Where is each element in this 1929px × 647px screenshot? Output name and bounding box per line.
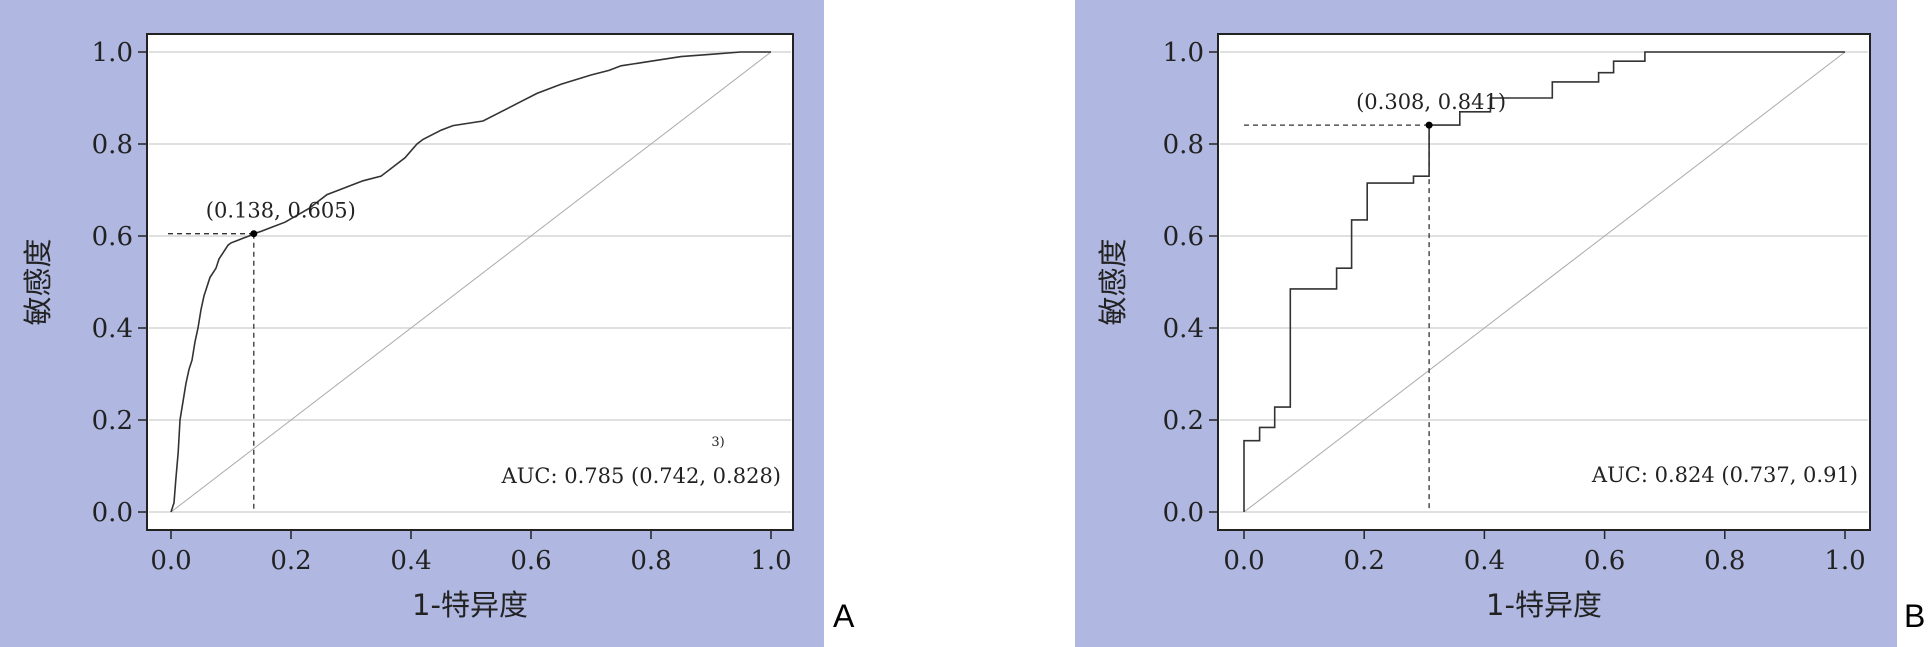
- y-axis-title: 敏感度: [21, 238, 55, 325]
- x-axis-title: 1-特异度: [1486, 588, 1602, 622]
- y-tick-label: 0.8: [1163, 130, 1204, 160]
- x-tick-label: 0.8: [1704, 546, 1745, 576]
- panel-a: 0.0 0.2 0.4 0.6 0.8 1.0 0.0 0.2 0.4 0.6 0.8 1.0 1-特异…: [0, 0, 824, 647]
- x-tick-label: 0.8: [630, 546, 671, 576]
- y-tick-label: 1.0: [1163, 38, 1204, 68]
- y-tick-label: 0.6: [92, 222, 133, 252]
- reference-diagonal: [1243, 51, 1846, 513]
- auc-label: AUC: 0.785 (0.742, 0.828): [501, 464, 781, 488]
- cutoff-point: [1425, 121, 1433, 129]
- y-tick-label: 0.0: [92, 498, 133, 528]
- y-tick-label: 0.2: [1163, 406, 1204, 436]
- y-tick-label: 0.6: [1163, 222, 1204, 252]
- x-tick-label: 1.0: [750, 546, 791, 576]
- roc-chart-b: 0.0 0.2 0.4 0.6 0.8 1.0 0.0 0.2 0.4 0.6 0.8 1.0 1-特异…: [1096, 33, 1871, 622]
- reference-diagonal: [170, 51, 772, 513]
- y-tick-label: 0.4: [1163, 314, 1204, 344]
- auc-label: AUC: 0.824 (0.737, 0.91): [1591, 463, 1858, 487]
- roc-curve: [1243, 51, 1845, 512]
- cutoff-label: (0.308, 0.841): [1356, 90, 1506, 114]
- y-tick-label: 1.0: [92, 38, 133, 68]
- x-tick-label: 0.4: [1464, 546, 1505, 576]
- y-axis-title: 敏感度: [1096, 238, 1130, 325]
- stray-text: 3): [711, 435, 724, 450]
- cutoff-point: [250, 230, 258, 238]
- x-tick-label: 1.0: [1824, 546, 1865, 576]
- x-tick-label: 0.6: [1584, 546, 1625, 576]
- x-tick-label: 0.6: [510, 546, 551, 576]
- panel-label-b: B: [1904, 598, 1926, 634]
- x-tick-label: 0.2: [270, 546, 311, 576]
- cutoff-label: (0.138, 0.605): [206, 199, 356, 223]
- roc-chart-a: 0.0 0.2 0.4 0.6 0.8 1.0 0.0 0.2 0.4 0.6 0.8 1.0 1-特异…: [21, 33, 794, 622]
- y-tick-label: 0.2: [92, 406, 133, 436]
- x-tick-label: 0.2: [1344, 546, 1385, 576]
- x-tick-label: 0.0: [150, 546, 191, 576]
- y-tick-label: 0.0: [1163, 498, 1204, 528]
- panel-b: 0.0 0.2 0.4 0.6 0.8 1.0 0.0 0.2 0.4 0.6 0.8 1.0 1-特异…: [1075, 0, 1897, 647]
- y-tick-label: 0.4: [92, 314, 133, 344]
- x-tick-label: 0.4: [390, 546, 431, 576]
- panel-label-a: A: [833, 598, 855, 634]
- x-axis-title: 1-特异度: [412, 588, 528, 622]
- y-tick-label: 0.8: [92, 130, 133, 160]
- roc-curve: [170, 51, 771, 513]
- x-tick-label: 0.0: [1223, 546, 1264, 576]
